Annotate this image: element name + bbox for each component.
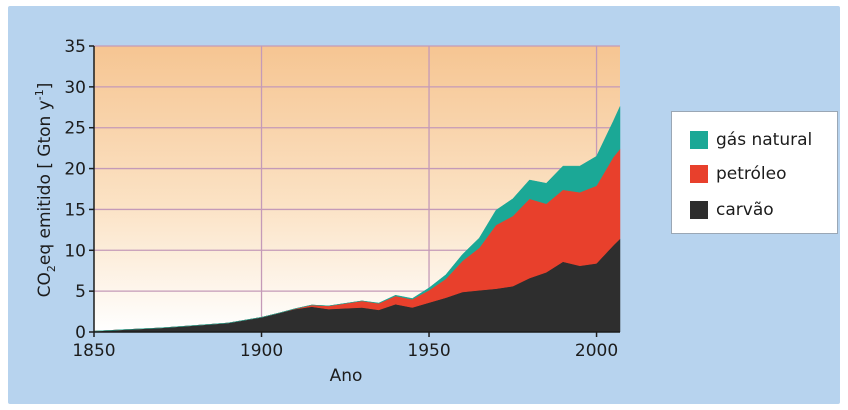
y-tick-labels: 0 5 10 15 20 25 30 35 [64,37,86,343]
y-tick-label: 10 [64,241,86,261]
legend-item-carvao: carvão [690,200,774,220]
legend-label-petroleo: petróleo [716,164,787,184]
area-gas-natural [93,106,621,332]
legend-swatch-carvao [690,201,708,219]
legend-item-gas: gás natural [690,130,812,150]
y-tick-label: 25 [64,119,86,139]
x-tick-label: 1900 [240,341,283,361]
legend-label-carvao: carvão [716,200,774,220]
y-tick-label: 30 [64,78,86,98]
legend-swatch-petroleo [690,165,708,183]
y-tick-label: 35 [64,37,86,57]
y-tick-label: 0 [75,323,86,343]
x-tick-label: 1950 [407,341,450,361]
x-tick-label: 2000 [575,341,618,361]
y-tick-label: 5 [75,282,86,302]
x-tick-label: 1850 [72,341,115,361]
legend: gás natural petróleo carvão [671,111,838,234]
legend-label-gas: gás natural [716,130,813,150]
y-axis-label: CO2eq emitido [ Gton y-1] [33,83,58,298]
legend-item-petroleo: petróleo [690,164,787,184]
x-axis-label: Ano [330,366,363,386]
x-tick-labels: 1850 1900 1950 2000 [72,341,618,361]
y-tick-label: 20 [64,160,86,180]
axes [89,45,620,337]
gridlines [94,45,620,332]
legend-swatch-gas [690,131,708,149]
y-tick-label: 15 [64,200,86,220]
